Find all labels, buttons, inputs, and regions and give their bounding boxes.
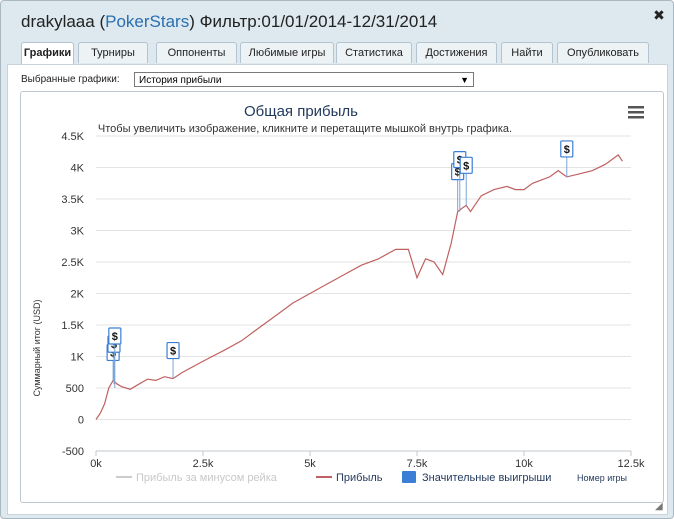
y-tick-label: 500	[66, 383, 84, 395]
x-tick-label: 12.5k	[618, 458, 645, 470]
tab-tournaments[interactable]: Турниры	[78, 42, 148, 63]
chart-menu-icon[interactable]	[628, 106, 644, 119]
y-tick-label: 3K	[71, 226, 85, 238]
player-name: drakylaaa	[21, 12, 95, 31]
y-tick-label: 1.5K	[61, 320, 84, 332]
big-win-dollar-icon: $	[463, 160, 469, 172]
tab-opponents[interactable]: Оппоненты	[156, 42, 237, 63]
tab-publish[interactable]: Опубликовать	[557, 42, 649, 63]
big-win-flag[interactable]: $	[166, 341, 180, 379]
x-tick-label: 0k	[90, 458, 102, 470]
big-win-dollar-icon: $	[112, 331, 118, 343]
big-win-dollar-icon: $	[110, 347, 116, 359]
tab-achievements[interactable]: Достижения	[416, 42, 497, 63]
legend-label: Прибыль	[336, 472, 383, 484]
site-link[interactable]: PokerStars	[105, 12, 190, 31]
legend-label: Значительные выигрыши	[422, 472, 551, 484]
x-axis-label: Номер игры	[577, 473, 627, 483]
graph-selector-dropdown[interactable]: История прибыли ▼	[134, 72, 474, 87]
x-tick-label: 10k	[515, 458, 533, 470]
tab-graphs[interactable]: Графики	[21, 42, 74, 65]
close-button[interactable]: ✖	[653, 7, 665, 23]
big-win-flag[interactable]: $	[560, 140, 574, 177]
big-win-dollar-icon: $	[564, 144, 570, 156]
y-tick-label: 3.5K	[61, 194, 84, 206]
y-tick-label: 4K	[71, 163, 85, 175]
big-win-flag-box[interactable]	[459, 156, 473, 174]
x-tick-label: 5k	[304, 458, 316, 470]
y-tick-labels: -500 0 500 1K 1.5K 2K 2.5K 3K 3.5K 4K 4.5K	[61, 131, 84, 458]
legend-item[interactable]: Прибыль за минусом рейка	[116, 472, 278, 484]
big-win-flag-box[interactable]	[108, 327, 122, 345]
grid-lines	[96, 135, 631, 452]
legend-label: Прибыль за минусом рейка	[136, 472, 278, 484]
graphs-panel: Выбранные графики: История прибыли ▼ Общ…	[7, 64, 668, 515]
tab-favorite-games[interactable]: Любимые игры	[240, 42, 334, 63]
graph-selector-value: История прибыли	[139, 75, 222, 86]
x-tick-labels: 0k 2.5k 5k 7.5k 10k 12.5k	[90, 451, 645, 470]
chart-title: Общая прибыль	[244, 103, 358, 120]
big-win-flag[interactable]: $	[459, 156, 473, 206]
big-win-dollar-icon: $	[170, 346, 176, 358]
big-win-dollar-icon: $	[455, 167, 461, 179]
legend-item[interactable]: Прибыль	[316, 472, 383, 484]
big-win-flag-box[interactable]	[560, 140, 574, 158]
x-tick-label: 7.5k	[407, 458, 428, 470]
big-wins-markers[interactable]: $$$$$$$$	[106, 140, 574, 388]
y-tick-label: -500	[62, 446, 84, 458]
tab-search[interactable]: Найти	[501, 42, 553, 63]
window-title: drakylaaa (PokerStars) Фильтр:01/01/2014…	[21, 12, 438, 31]
profit-series	[95, 154, 623, 420]
y-tick-label: 1K	[71, 352, 85, 364]
y-tick-label: 2.5K	[61, 257, 84, 269]
resize-grip-icon[interactable]: ◢	[655, 501, 663, 512]
big-win-flag[interactable]: $	[108, 327, 122, 388]
dropdown-arrow-icon: ▼	[460, 75, 469, 85]
filter-range: Фильтр:01/01/2014-12/31/2014	[199, 12, 438, 31]
y-axis-label: Суммарный итог (USD)	[32, 299, 42, 396]
chart-subtitle: Чтобы увеличить изображение, кликните и …	[98, 123, 512, 135]
legend-marker	[402, 471, 416, 483]
graph-selector-label: Выбранные графики:	[21, 74, 120, 85]
tab-statistics[interactable]: Статистика	[336, 42, 412, 63]
big-win-flag-box[interactable]	[166, 341, 180, 360]
big-win-dollar-icon: $	[111, 339, 117, 351]
profit-chart[interactable]: Общая прибыль Чтобы увеличить изображени…	[20, 91, 664, 503]
chart-legend[interactable]: Прибыль за минусом рейка Прибыль Значитель…	[116, 471, 627, 484]
x-tick-label: 2.5k	[193, 458, 214, 470]
series-line-profit	[95, 154, 623, 420]
chart-canvas[interactable]: Общая прибыль Чтобы увеличить изображени…	[21, 92, 663, 502]
legend-item[interactable]: Значительные выигрыши	[402, 471, 551, 484]
title-bar: drakylaaa (PokerStars) Фильтр:01/01/2014…	[1, 1, 673, 41]
y-tick-label: 2K	[71, 289, 85, 301]
y-tick-label: 4.5K	[61, 131, 84, 143]
y-tick-label: 0	[78, 415, 84, 427]
